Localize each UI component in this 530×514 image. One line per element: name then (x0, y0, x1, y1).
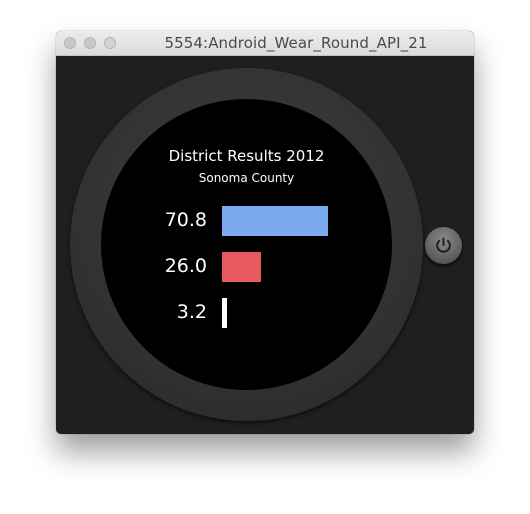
bar-value-label: 70.8 (164, 209, 207, 231)
window-title: 5554:Android_Wear_Round_API_21 (164, 34, 428, 52)
close-window-button[interactable] (64, 37, 76, 49)
watch-bezel: District Results 2012 Sonoma County 70.8… (70, 68, 423, 421)
bar (222, 252, 261, 282)
power-button[interactable] (425, 227, 462, 264)
emulator-window: 5554:Android_Wear_Round_API_21 District … (56, 31, 474, 434)
title-bar[interactable]: 5554:Android_Wear_Round_API_21 (56, 31, 474, 56)
bar-value-label: 26.0 (164, 255, 207, 277)
chart-title: District Results 2012 (168, 147, 325, 165)
minimize-window-button[interactable] (84, 37, 96, 49)
bar (222, 206, 329, 236)
watch-screen[interactable]: District Results 2012 Sonoma County 70.8… (101, 99, 392, 390)
power-icon (436, 237, 451, 253)
bar (222, 298, 227, 328)
bar-value-label: 3.2 (176, 301, 207, 323)
zoom-window-button[interactable] (104, 37, 116, 49)
chart-subtitle: Sonoma County (198, 171, 295, 185)
